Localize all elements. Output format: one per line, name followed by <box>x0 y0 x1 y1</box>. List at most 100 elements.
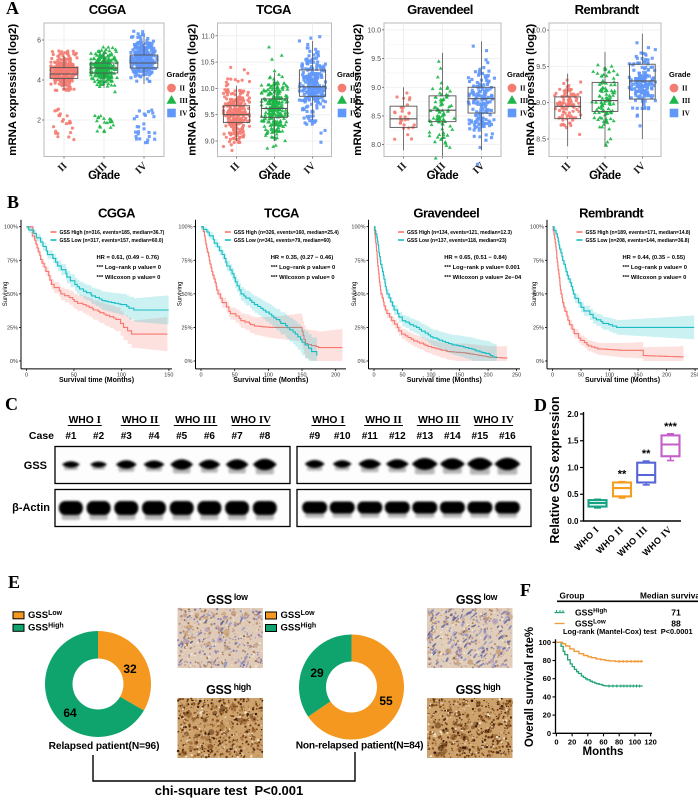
svg-text:mRNA expression (log2): mRNA expression (log2) <box>7 24 19 156</box>
svg-text:II: II <box>350 85 356 93</box>
svg-text:1.5: 1.5 <box>567 437 579 446</box>
svg-text:10.5: 10.5 <box>201 60 215 67</box>
svg-text:#16: #16 <box>499 431 516 442</box>
svg-text:Median survival: Median survival <box>640 591 698 601</box>
svg-text:*** Log−rank p value= 0: *** Log−rank p value= 0 <box>623 265 687 271</box>
svg-text:Grade: Grade <box>669 70 691 79</box>
svg-text:CGGA: CGGA <box>98 206 136 221</box>
svg-text:II: II <box>682 85 688 93</box>
svg-text:100%: 100% <box>351 225 365 231</box>
svg-text:WHO II: WHO II <box>365 414 402 426</box>
svg-text:25%: 25% <box>354 325 365 331</box>
svg-text:***: *** <box>664 421 678 433</box>
svg-text:*** Wilcoxon p value= 0: *** Wilcoxon p value= 0 <box>97 275 161 281</box>
svg-text:0.0: 0.0 <box>567 517 579 526</box>
svg-text:8.5: 8.5 <box>371 113 381 120</box>
svg-text:200: 200 <box>331 372 340 378</box>
svg-text:mRNA expression (log2): mRNA expression (log2) <box>525 24 537 156</box>
svg-text:80: 80 <box>543 656 551 665</box>
svg-text:B: B <box>7 192 19 212</box>
svg-text:Relapsed patient(N=96): Relapsed patient(N=96) <box>49 741 160 752</box>
svg-text:0: 0 <box>25 372 28 378</box>
svg-text:8.5: 8.5 <box>536 137 546 144</box>
svg-text:#6: #6 <box>204 431 216 442</box>
svg-text:#4: #4 <box>148 431 160 442</box>
svg-text:Survival time (Months): Survival time (Months) <box>59 377 134 384</box>
svg-text:50%: 50% <box>354 292 365 298</box>
svg-text:HR = 0.35, (0.27 − 0.46): HR = 0.35, (0.27 − 0.46) <box>271 255 334 261</box>
svg-text:WHO I: WHO I <box>69 414 101 426</box>
svg-text:1.0: 1.0 <box>567 463 579 472</box>
svg-text:mRNA expression (log2): mRNA expression (log2) <box>187 24 199 156</box>
svg-text:9.5: 9.5 <box>205 112 215 119</box>
svg-text:Grade: Grade <box>167 70 189 79</box>
svg-text:Relative GSS expression: Relative GSS expression <box>548 396 562 543</box>
svg-text:60: 60 <box>543 674 551 683</box>
svg-text:75%: 75% <box>7 258 18 264</box>
svg-text:GSSLow: GSSLow <box>575 619 606 629</box>
svg-text:F: F <box>520 580 531 600</box>
svg-text:29: 29 <box>310 666 324 680</box>
svg-text:II: II <box>180 85 186 93</box>
svg-text:100: 100 <box>426 372 435 378</box>
svg-text:Log-rank (Mantel-Cox) test P<: Log-rank (Mantel-Cox) test P<0.0001 <box>563 627 693 636</box>
svg-text:0: 0 <box>372 372 375 378</box>
svg-text:100: 100 <box>629 737 642 746</box>
svg-text:120: 120 <box>644 737 657 746</box>
svg-text:mRNA expression (log2): mRNA expression (log2) <box>352 24 364 156</box>
svg-text:50%: 50% <box>181 292 192 298</box>
svg-text:GSSHigh: GSSHigh <box>575 608 607 618</box>
svg-text:0%: 0% <box>10 359 18 365</box>
svg-text:GSS High (n=189, events=171, m: GSS High (n=189, events=171, median=14.8… <box>585 230 690 236</box>
svg-text:9.5: 9.5 <box>371 56 381 63</box>
svg-text:100: 100 <box>117 372 126 378</box>
svg-text:WHO IV: WHO IV <box>474 414 514 426</box>
svg-text:11.0: 11.0 <box>201 33 214 40</box>
svg-text:50: 50 <box>71 372 77 378</box>
svg-text:0: 0 <box>547 729 551 738</box>
svg-text:0%: 0% <box>536 359 544 365</box>
svg-text:#9: #9 <box>309 431 321 442</box>
svg-text:GSSHigh: GSSHigh <box>281 623 317 634</box>
svg-text:Non-relapsed patient(N=84): Non-relapsed patient(N=84) <box>296 741 424 752</box>
svg-text:Grade: Grade <box>88 170 120 182</box>
svg-text:GSS Low (n=341, events=79, med: GSS Low (n=341, events=79, median=60) <box>234 238 331 244</box>
svg-text:9.0: 9.0 <box>205 139 215 146</box>
svg-text:TCGA: TCGA <box>264 206 300 221</box>
svg-text:Gravendeel: Gravendeel <box>413 206 479 221</box>
svg-text:64: 64 <box>63 706 77 720</box>
svg-text:80: 80 <box>615 737 623 746</box>
svg-text:10.0: 10.0 <box>532 28 546 35</box>
svg-text:50: 50 <box>232 372 238 378</box>
svg-text:Survival time (Months): Survival time (Months) <box>585 377 660 384</box>
svg-text:WHO I: WHO I <box>312 414 344 426</box>
svg-text:25%: 25% <box>7 325 18 331</box>
svg-text:*** Log−rank p value= 0: *** Log−rank p value= 0 <box>97 265 161 271</box>
svg-text:40: 40 <box>543 692 551 701</box>
svg-text:20: 20 <box>568 737 576 746</box>
svg-text:Overall survival rate%: Overall survival rate% <box>524 627 536 747</box>
svg-text:GSSLow: GSSLow <box>281 610 316 621</box>
svg-text:2: 2 <box>37 118 41 125</box>
svg-text:IV: IV <box>350 110 358 118</box>
svg-text:#7: #7 <box>232 431 244 442</box>
svg-text:71: 71 <box>671 608 681 618</box>
svg-text:III: III <box>350 97 358 105</box>
svg-text:#15: #15 <box>472 431 489 442</box>
svg-text:III: III <box>180 97 188 105</box>
svg-text:32: 32 <box>123 662 137 676</box>
svg-text:CGGA: CGGA <box>89 2 127 17</box>
svg-text:Survival time (Months): Survival time (Months) <box>407 377 482 384</box>
svg-text:Surviving: Surviving <box>532 282 538 307</box>
svg-text:50%: 50% <box>7 292 18 298</box>
svg-text:Grade: Grade <box>337 70 359 79</box>
svg-text:9.0: 9.0 <box>371 85 381 92</box>
svg-text:100: 100 <box>605 372 614 378</box>
svg-text:Grade: Grade <box>589 170 621 182</box>
svg-text:*** Log−rank p value= 0.001: *** Log−rank p value= 0.001 <box>444 265 520 271</box>
svg-text:#10: #10 <box>334 431 351 442</box>
svg-text:β-Actin: β-Actin <box>12 502 50 514</box>
svg-text:9.0: 9.0 <box>536 100 546 107</box>
svg-text:A: A <box>6 0 19 18</box>
svg-text:III: III <box>682 97 690 105</box>
